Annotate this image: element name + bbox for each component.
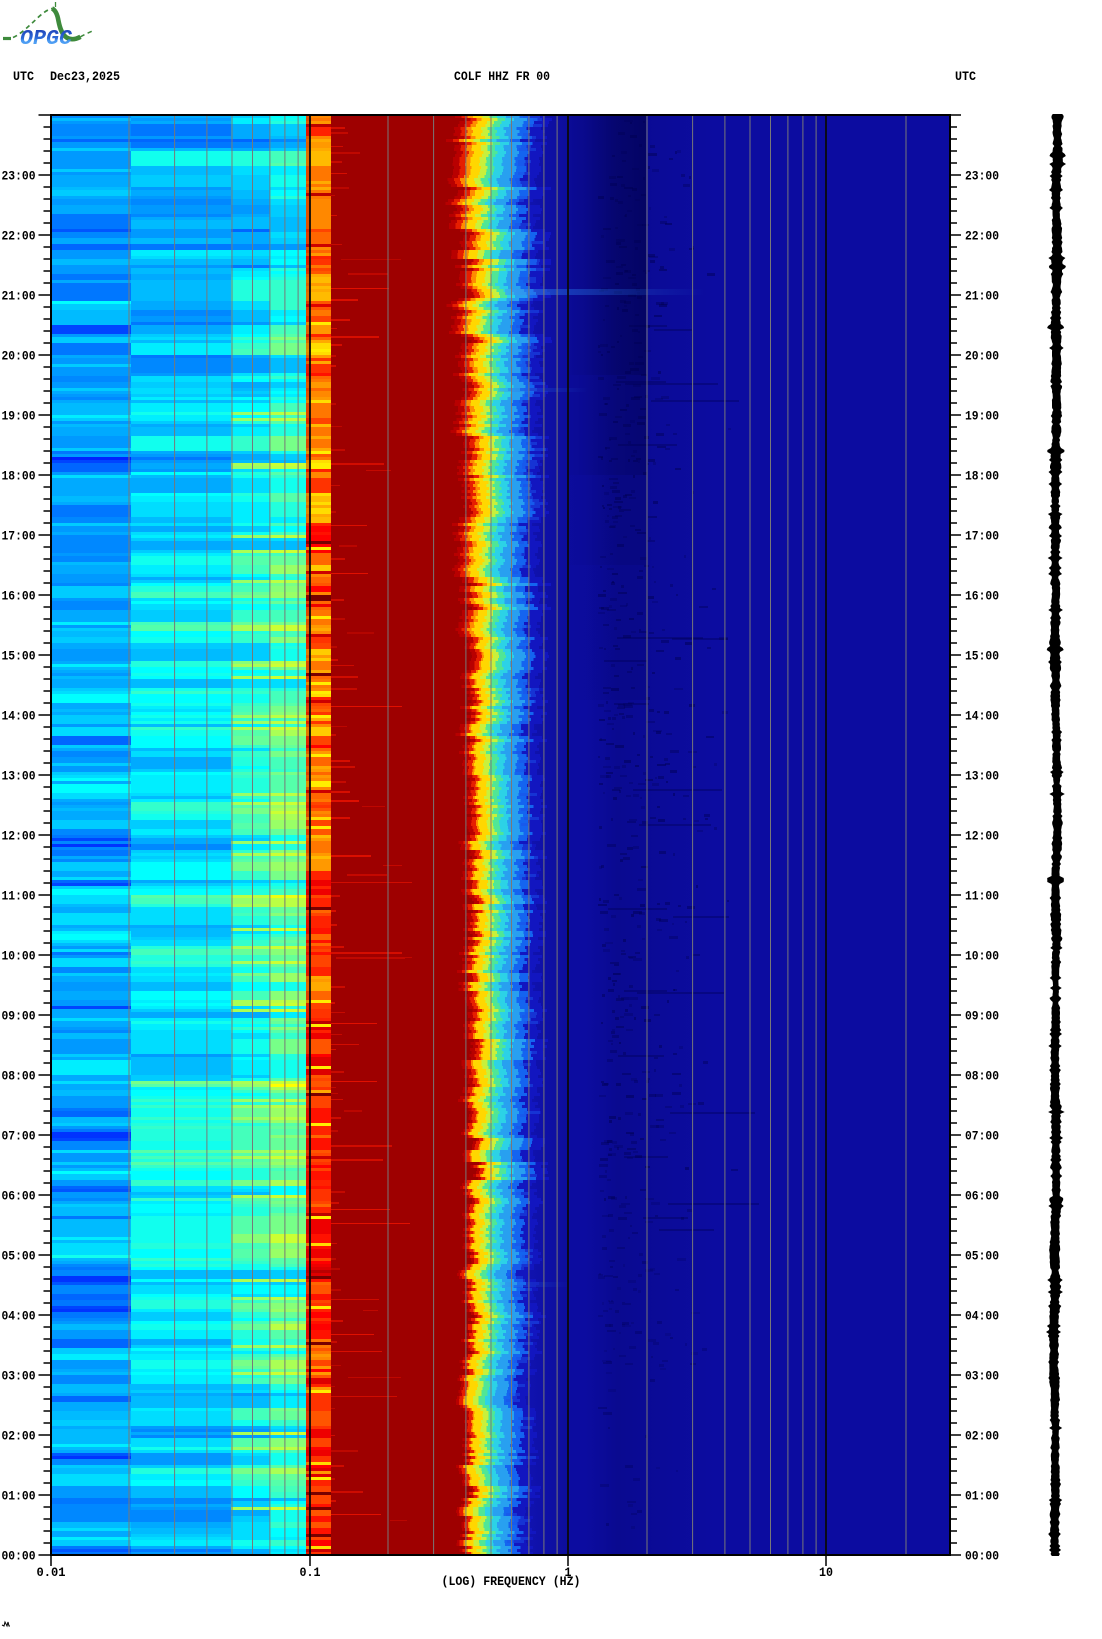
svg-text:00:00: 00:00 <box>965 1549 999 1564</box>
svg-text:10:00: 10:00 <box>965 949 999 964</box>
svg-text:19:00: 19:00 <box>965 409 999 424</box>
svg-text:07:00: 07:00 <box>965 1129 999 1144</box>
svg-text:08:00: 08:00 <box>965 1069 999 1084</box>
svg-text:05:00: 05:00 <box>2 1249 36 1264</box>
svg-text:14:00: 14:00 <box>965 709 999 724</box>
svg-text:(LOG) FREQUENCY (HZ): (LOG) FREQUENCY (HZ) <box>442 1574 581 1589</box>
svg-text:10: 10 <box>819 1565 833 1580</box>
svg-text:UTC: UTC <box>13 69 34 84</box>
svg-text:13:00: 13:00 <box>2 769 36 784</box>
svg-text:OPGC: OPGC <box>20 28 72 51</box>
svg-text:09:00: 09:00 <box>2 1009 36 1024</box>
svg-text:20:00: 20:00 <box>965 349 999 364</box>
svg-text:12:00: 12:00 <box>2 829 36 844</box>
svg-text:15:00: 15:00 <box>965 649 999 664</box>
svg-text:05:00: 05:00 <box>965 1249 999 1264</box>
svg-text:16:00: 16:00 <box>965 589 999 604</box>
svg-text:01:00: 01:00 <box>2 1489 36 1504</box>
svg-text:17:00: 17:00 <box>965 529 999 544</box>
svg-text:06:00: 06:00 <box>965 1189 999 1204</box>
svg-text:02:00: 02:00 <box>965 1429 999 1444</box>
svg-text:22:00: 22:00 <box>2 229 36 244</box>
svg-text:03:00: 03:00 <box>2 1369 36 1384</box>
svg-text:21:00: 21:00 <box>965 289 999 304</box>
svg-text:23:00: 23:00 <box>2 169 36 184</box>
svg-text:10:00: 10:00 <box>2 949 36 964</box>
svg-text:COLF HHZ FR 00: COLF HHZ FR 00 <box>454 69 550 84</box>
svg-text:UTC: UTC <box>955 69 976 84</box>
svg-text:11:00: 11:00 <box>965 889 999 904</box>
svg-text:22:00: 22:00 <box>965 229 999 244</box>
svg-text:23:00: 23:00 <box>965 169 999 184</box>
svg-text:15:00: 15:00 <box>2 649 36 664</box>
svg-text:14:00: 14:00 <box>2 709 36 724</box>
svg-text:02:00: 02:00 <box>2 1429 36 1444</box>
svg-text:04:00: 04:00 <box>2 1309 36 1324</box>
svg-text:0.01: 0.01 <box>37 1565 66 1580</box>
svg-text:1: 1 <box>565 1565 572 1580</box>
svg-text:21:00: 21:00 <box>2 289 36 304</box>
svg-text:18:00: 18:00 <box>965 469 999 484</box>
svg-text:07:00: 07:00 <box>2 1129 36 1144</box>
svg-text:06:00: 06:00 <box>2 1189 36 1204</box>
svg-text:0.1: 0.1 <box>300 1565 321 1580</box>
svg-text:09:00: 09:00 <box>965 1009 999 1024</box>
svg-text:08:00: 08:00 <box>2 1069 36 1084</box>
svg-text:00:00: 00:00 <box>2 1549 36 1564</box>
svg-text:Dec23,2025: Dec23,2025 <box>50 69 120 84</box>
svg-text:11:00: 11:00 <box>2 889 36 904</box>
svg-text:18:00: 18:00 <box>2 469 36 484</box>
svg-text:13:00: 13:00 <box>965 769 999 784</box>
svg-text:17:00: 17:00 <box>2 529 36 544</box>
svg-text:20:00: 20:00 <box>2 349 36 364</box>
svg-text:16:00: 16:00 <box>2 589 36 604</box>
svg-text:03:00: 03:00 <box>965 1369 999 1384</box>
svg-text:04:00: 04:00 <box>965 1309 999 1324</box>
svg-text:01:00: 01:00 <box>965 1489 999 1504</box>
svg-text:19:00: 19:00 <box>2 409 36 424</box>
svg-text:12:00: 12:00 <box>965 829 999 844</box>
